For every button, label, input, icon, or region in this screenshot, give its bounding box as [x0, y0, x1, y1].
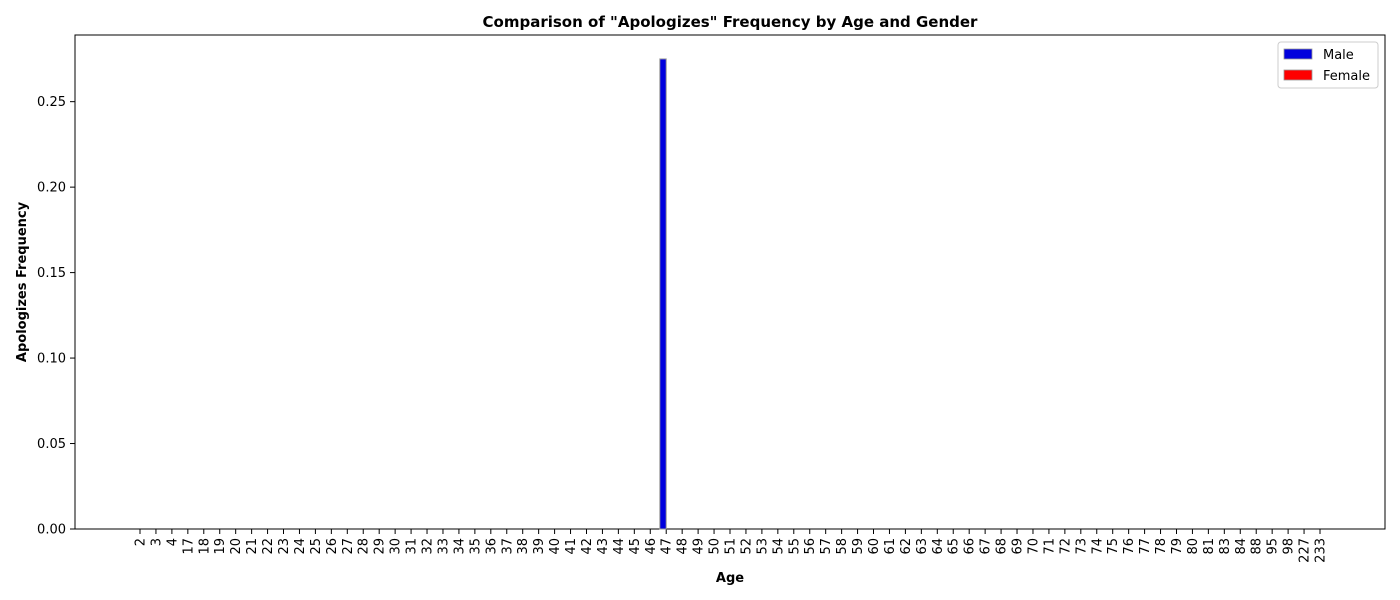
x-tick-label: 58 — [835, 538, 850, 555]
y-tick-label: 0.25 — [37, 95, 66, 110]
x-tick-label: 78 — [1154, 538, 1169, 555]
x-tick-label: 50 — [708, 538, 723, 555]
x-tick-label: 34 — [452, 538, 467, 555]
x-tick-label: 57 — [819, 538, 834, 555]
bar-male-47 — [659, 58, 667, 530]
legend-swatch-female — [1283, 69, 1313, 81]
x-tick-label: 18 — [197, 538, 212, 555]
x-tick-label: 45 — [628, 538, 643, 555]
legend-swatch-male — [1283, 48, 1313, 60]
x-tick-label: 29 — [373, 538, 388, 555]
x-tick-label: 46 — [644, 538, 659, 555]
x-tick-label: 95 — [1266, 538, 1281, 555]
x-tick-label: 84 — [1234, 538, 1249, 555]
x-tick-label: 73 — [1074, 538, 1089, 555]
x-tick-label: 54 — [771, 538, 786, 555]
plot-frame — [74, 34, 1386, 530]
x-tick-label: 51 — [724, 538, 739, 555]
x-tick-label: 32 — [421, 538, 436, 555]
x-axis-label: Age — [716, 571, 744, 586]
y-tick-label: 0.10 — [37, 352, 66, 367]
x-tick-label: 61 — [883, 538, 898, 555]
x-tick-label: 80 — [1186, 538, 1201, 555]
x-tick-label: 22 — [261, 538, 276, 555]
x-tick-label: 4 — [165, 538, 180, 546]
x-tick-label: 48 — [676, 538, 691, 555]
y-tick-label: 0.00 — [37, 523, 66, 538]
x-tick-label: 33 — [436, 538, 451, 555]
x-tick-label: 66 — [963, 538, 978, 555]
x-tick-label: 70 — [1026, 538, 1041, 555]
x-tick-label: 40 — [548, 538, 563, 555]
x-tick-label: 72 — [1058, 538, 1073, 555]
x-tick-label: 81 — [1202, 538, 1217, 555]
x-tick-label: 67 — [979, 538, 994, 555]
x-tick-label: 31 — [405, 538, 420, 555]
x-tick-label: 38 — [516, 538, 531, 555]
legend-label-female: Female — [1323, 69, 1370, 84]
x-tick-label: 23 — [277, 538, 292, 555]
x-tick-label: 43 — [596, 538, 611, 555]
plot-area: 0.000.050.100.150.200.252 3 4 17 18 19 20 21 22 2… — [37, 34, 1386, 563]
x-tick-label: 77 — [1138, 538, 1153, 555]
x-tick-label: 21 — [245, 538, 260, 555]
x-tick-label: 227 — [1298, 538, 1313, 563]
x-tick-label: 63 — [915, 538, 930, 555]
x-tick-label: 60 — [867, 538, 882, 555]
y-tick-label: 0.20 — [37, 181, 66, 196]
x-tick-label: 25 — [309, 538, 324, 555]
x-tick-label: 36 — [484, 538, 499, 555]
x-tick-label: 59 — [851, 538, 866, 555]
x-tick-label: 71 — [1042, 538, 1057, 555]
x-tick-label: 76 — [1122, 538, 1137, 555]
x-tick-label: 68 — [995, 538, 1010, 555]
x-tick-label: 44 — [612, 538, 627, 555]
x-tick-label: 74 — [1090, 538, 1105, 555]
x-tick-label: 28 — [357, 538, 372, 555]
x-tick-label: 52 — [739, 538, 754, 555]
x-tick-label: 79 — [1170, 538, 1185, 555]
chart-title: Comparison of "Apologizes" Frequency by … — [483, 13, 979, 31]
x-tick-label: 55 — [787, 538, 802, 555]
x-tick-label: 35 — [468, 538, 483, 555]
x-tick-label: 233 — [1314, 538, 1329, 563]
y-tick-label: 0.05 — [37, 437, 66, 452]
x-tick-label: 75 — [1106, 538, 1121, 555]
x-tick-label: 41 — [564, 538, 579, 555]
x-tick-label: 27 — [341, 538, 356, 555]
x-tick-label: 17 — [181, 538, 196, 555]
x-tick-label: 2 — [134, 538, 149, 546]
x-tick-label: 53 — [755, 538, 770, 555]
x-tick-label: 26 — [325, 538, 340, 555]
x-tick-label: 88 — [1250, 538, 1265, 555]
x-tick-label: 39 — [532, 538, 547, 555]
x-tick-label: 62 — [899, 538, 914, 555]
x-tick-label: 69 — [1011, 538, 1026, 555]
x-tick-label: 56 — [803, 538, 818, 555]
y-tick-label: 0.15 — [37, 266, 66, 281]
x-tick-label: 47 — [660, 538, 675, 555]
x-tick-label: 98 — [1282, 538, 1297, 555]
legend: Male Female — [1277, 41, 1379, 89]
x-tick-label: 83 — [1218, 538, 1233, 555]
x-tick-label: 64 — [931, 538, 946, 555]
legend-label-male: Male — [1323, 48, 1354, 63]
y-axis-label: Apologizes Frequency — [15, 201, 30, 362]
x-tick-label: 19 — [213, 538, 228, 555]
x-tick-label: 49 — [692, 538, 707, 555]
x-tick-label: 20 — [229, 538, 244, 555]
x-tick-label: 37 — [500, 538, 515, 555]
x-tick-label: 24 — [293, 538, 308, 555]
x-tick-label: 42 — [580, 538, 595, 555]
x-tick-label: 3 — [149, 538, 164, 546]
x-tick-label: 65 — [947, 538, 962, 555]
x-tick-label: 30 — [389, 538, 404, 555]
